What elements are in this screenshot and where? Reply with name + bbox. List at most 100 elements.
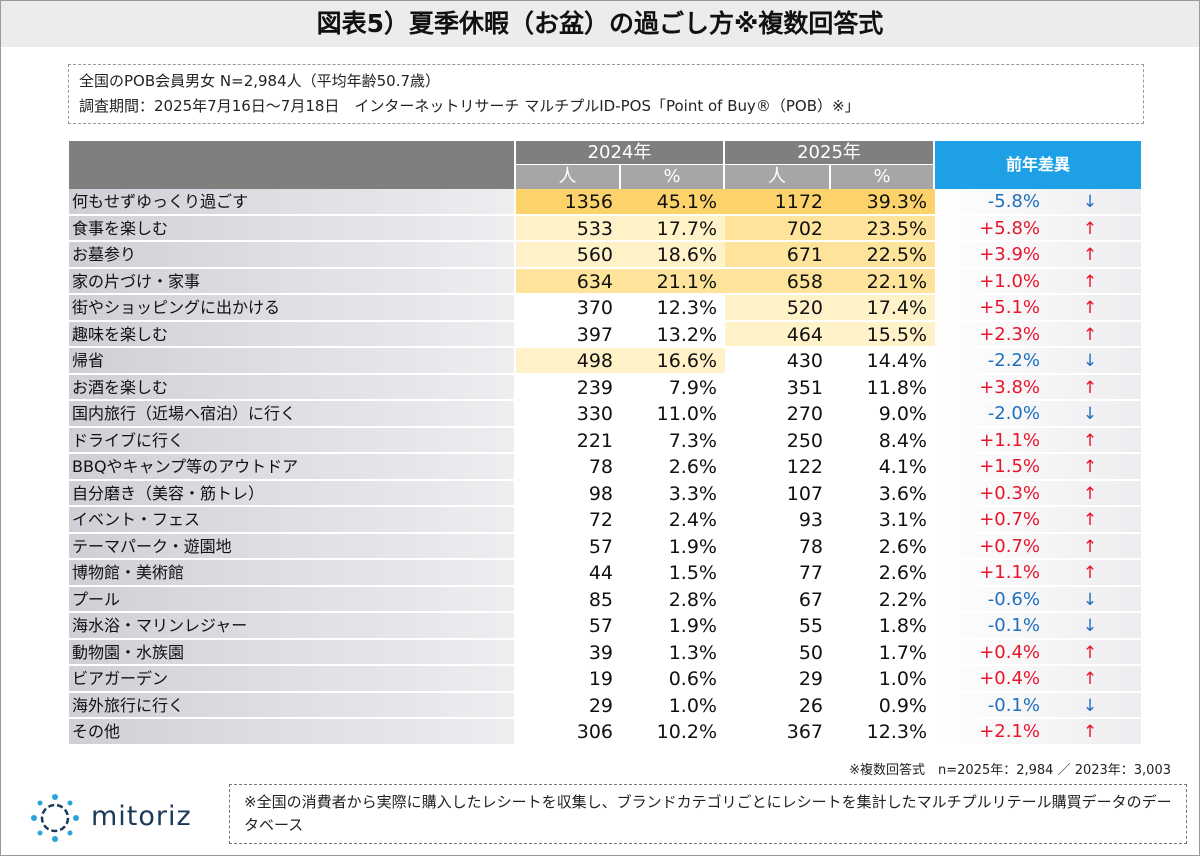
footnote: ※複数回答式 n=2025年：2,984 ／ 2023年：3,003 bbox=[849, 763, 1171, 778]
year-header: 2024年 bbox=[516, 141, 725, 165]
pct-cell: 0.6% bbox=[621, 666, 725, 693]
diff-arrow: ↓ bbox=[1082, 695, 1098, 716]
pct-cell: 22.5% bbox=[831, 242, 935, 269]
diff-bg bbox=[935, 507, 1141, 534]
diff-cell: -0.1% bbox=[987, 615, 1040, 636]
info-line: 全国のPOB会員男女 N=2,984人（平均年齢50.7歳） bbox=[79, 72, 441, 90]
diff-bg bbox=[935, 480, 1141, 507]
count-cell: 67 bbox=[725, 586, 831, 613]
diff-cell: +1.1% bbox=[979, 562, 1040, 583]
row-label: イベント・フェス bbox=[69, 507, 516, 534]
count-cell: 464 bbox=[725, 321, 831, 348]
diff-bg bbox=[935, 348, 1141, 375]
diff-arrow: ↑ bbox=[1082, 245, 1098, 265]
count-cell: 29 bbox=[516, 692, 621, 719]
diff-bg bbox=[935, 215, 1141, 242]
row-label: 自分磨き（美容・筋トレ） bbox=[69, 480, 516, 507]
row-label: 街やショッピングに出かける bbox=[69, 295, 516, 322]
pct-cell: 3.3% bbox=[621, 480, 725, 507]
count-cell: 520 bbox=[725, 295, 831, 322]
row-label: 家の片づけ・家事 bbox=[69, 268, 516, 295]
diff-cell: +5.1% bbox=[979, 297, 1040, 318]
diff-arrow: ↑ bbox=[1082, 271, 1098, 292]
sub-header: % bbox=[831, 165, 935, 189]
logo: mitoriz bbox=[91, 801, 192, 832]
count-cell: 330 bbox=[516, 401, 621, 428]
count-cell: 351 bbox=[725, 374, 831, 401]
pct-cell: 15.5% bbox=[831, 321, 935, 348]
diff-cell: -2.2% bbox=[987, 350, 1040, 371]
pct-cell: 23.5% bbox=[831, 215, 935, 242]
diff-cell: +0.4% bbox=[979, 641, 1040, 663]
row-label: お酒を楽しむ bbox=[69, 374, 516, 401]
count-cell: 397 bbox=[516, 321, 621, 348]
diff-bg bbox=[935, 427, 1141, 454]
row-label: お墓参り bbox=[69, 242, 516, 269]
pct-cell: 8.4% bbox=[831, 427, 935, 454]
diff-arrow: ↓ bbox=[1082, 351, 1098, 371]
pct-cell: 39.3% bbox=[831, 189, 935, 216]
count-cell: 1172 bbox=[725, 189, 831, 216]
diff-arrow: ↑ bbox=[1082, 510, 1098, 530]
diff-cell: +0.7% bbox=[979, 535, 1040, 557]
count-cell: 122 bbox=[725, 454, 831, 481]
count-cell: 498 bbox=[516, 348, 621, 375]
pct-cell: 4.1% bbox=[831, 454, 935, 481]
diff-cell: +0.4% bbox=[979, 668, 1040, 689]
pct-cell: 1.8% bbox=[831, 613, 935, 640]
diff-bg bbox=[935, 268, 1141, 295]
diff-arrow: ↑ bbox=[1082, 483, 1098, 504]
sub-header: 人 bbox=[516, 165, 621, 189]
pct-cell: 18.6% bbox=[621, 242, 725, 269]
count-cell: 658 bbox=[725, 268, 831, 295]
diff-arrow: ↓ bbox=[1082, 192, 1098, 212]
count-cell: 77 bbox=[725, 560, 831, 587]
diff-bg bbox=[935, 719, 1141, 746]
pct-cell: 12.3% bbox=[831, 719, 935, 746]
row-label: 博物館・美術館 bbox=[69, 560, 516, 587]
pct-cell: 2.8% bbox=[621, 586, 725, 613]
count-cell: 250 bbox=[725, 427, 831, 454]
pct-cell: 22.1% bbox=[831, 268, 935, 295]
count-cell: 270 bbox=[725, 401, 831, 428]
diff-arrow: ↓ bbox=[1082, 589, 1098, 610]
pct-cell: 0.9% bbox=[831, 692, 935, 719]
row-label: 海外旅行に行く bbox=[69, 692, 516, 719]
diff-cell: -5.8% bbox=[987, 191, 1040, 212]
count-cell: 634 bbox=[516, 268, 621, 295]
pct-cell: 14.4% bbox=[831, 348, 935, 375]
pct-cell: 13.2% bbox=[621, 321, 725, 348]
pct-cell: 11.8% bbox=[831, 374, 935, 401]
pct-cell: 21.1% bbox=[621, 268, 725, 295]
row-label: プール bbox=[69, 586, 516, 613]
diff-arrow: ↓ bbox=[1082, 616, 1098, 636]
pct-cell: 1.7% bbox=[831, 639, 935, 666]
pct-cell: 2.6% bbox=[831, 560, 935, 587]
diff-cell: +2.3% bbox=[979, 323, 1040, 345]
pct-cell: 17.4% bbox=[831, 295, 935, 322]
count-cell: 85 bbox=[516, 586, 621, 613]
row-label: 帰省 bbox=[69, 348, 516, 375]
diff-cell: +3.9% bbox=[979, 244, 1040, 265]
diff-arrow: ↓ bbox=[1082, 404, 1098, 424]
diff-arrow: ↑ bbox=[1082, 218, 1098, 239]
pct-cell: 1.5% bbox=[621, 560, 725, 587]
diff-bg bbox=[935, 560, 1141, 587]
diff-cell: +1.1% bbox=[979, 429, 1040, 451]
diff-arrow: ↑ bbox=[1082, 642, 1098, 663]
count-cell: 533 bbox=[516, 215, 621, 242]
row-label: 国内旅行（近場へ宿泊）に行く bbox=[69, 401, 516, 428]
diff-bg bbox=[935, 586, 1141, 613]
info-line: 調査期間：2025年7月16日～7月18日 インターネットリサーチ マルチプルI… bbox=[79, 97, 860, 115]
pct-cell: 11.0% bbox=[621, 401, 725, 428]
count-cell: 107 bbox=[725, 480, 831, 507]
count-cell: 72 bbox=[516, 507, 621, 534]
row-label: テーマパーク・遊園地 bbox=[69, 533, 516, 560]
diff-cell: +1.0% bbox=[979, 270, 1040, 292]
count-cell: 671 bbox=[725, 242, 831, 269]
count-cell: 239 bbox=[516, 374, 621, 401]
row-label: BBQやキャンプ等のアウトドア bbox=[69, 454, 516, 481]
count-cell: 50 bbox=[725, 639, 831, 666]
count-cell: 19 bbox=[516, 666, 621, 693]
pct-cell: 16.6% bbox=[621, 348, 725, 375]
